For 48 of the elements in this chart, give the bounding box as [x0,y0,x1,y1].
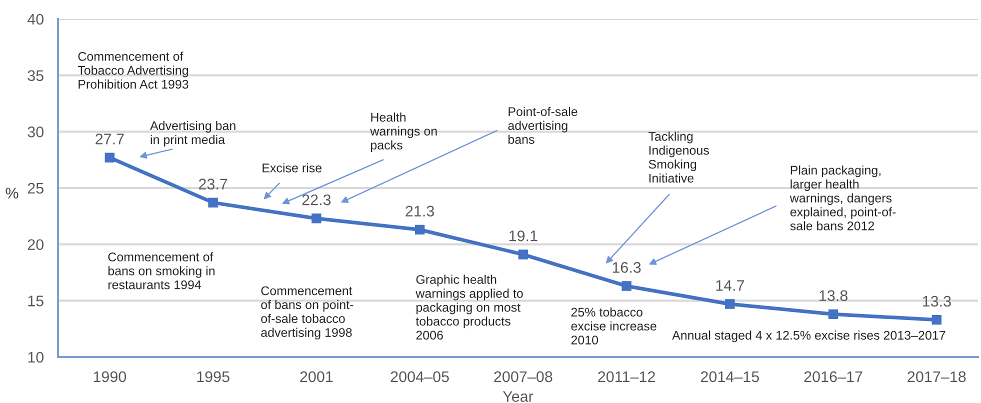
y-tick-label: 10 [28,352,44,363]
data-label: 13.8 [820,290,848,302]
x-tick-label: 2011–12 [598,371,655,382]
annotation: 25% tobacco excise increase 2010 [571,307,656,344]
y-tick-label: 15 [28,296,44,306]
point [518,250,528,260]
y-axis-title: % [6,188,18,198]
data-label: 22.3 [302,194,331,206]
data-label: 16.3 [612,262,641,273]
x-tick-label: 1995 [197,371,230,382]
x-tick-label: 2016–17 [804,371,862,382]
point [414,224,425,235]
x-tick-label: 2017–18 [908,371,966,382]
annotation: Graphic health warnings applied to packaging on most tobacco products 2006 [416,274,523,340]
y-tick-label: 40 [27,14,44,25]
data-label: 13.3 [922,296,951,307]
annotation: Health warnings on packs [370,112,437,152]
annotation: Tackling Indigenous Smoking Initiative [648,132,709,183]
y-tick-label: 25 [28,182,44,194]
x-tick-label: 2001 [300,371,333,382]
point [622,281,632,291]
x-tick-label: 2007–08 [494,371,552,382]
y-tick-label: 20 [28,239,44,250]
data-label: 19.1 [509,230,538,242]
x-tick-label: 2004–05 [390,371,449,382]
x-tick-label: 2014–15 [700,371,760,382]
annotation: Annual staged 4 x 12.5% excise rises 2013–2017 [672,330,946,342]
x-tick-label: 1990 [94,371,126,382]
y-tick-label: 30 [28,126,44,138]
data-label: 14.7 [716,280,744,291]
data-label: 21.3 [406,206,434,217]
data-label: 27.7 [96,134,124,144]
point [208,198,218,208]
point [828,309,838,320]
annotation: Commencement of bans on point- of-sale tobacco advertising 1998 [261,286,354,340]
point [725,299,735,309]
annotation: Advertising ban in print media [150,120,236,147]
point [104,152,115,162]
y-tick-label: 35 [28,70,44,82]
x-axis-title: Year [502,391,534,402]
annotation: Commencement of Tobacco Advertising Prohibition Act 1993 [78,52,188,89]
point [312,214,322,224]
annotation: Excise rise [262,163,322,172]
annotation: Plain packaging, larger health warnings, dangers explained, point-of- sale bans 2012 [790,165,896,230]
point [932,314,942,325]
data-label: 23.7 [198,178,228,190]
annotation: Commencement of bans on smoking in restaurants 1994 [108,252,215,290]
annotation: Point-of-sale advertising bans [508,106,578,144]
